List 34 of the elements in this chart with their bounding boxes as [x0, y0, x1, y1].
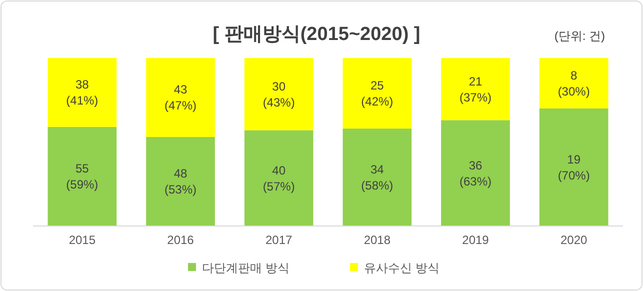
bar [342, 128, 412, 226]
data-label: 38 (41%) [66, 78, 98, 108]
bar [244, 130, 314, 226]
data-label: 40 (57%) [262, 163, 295, 194]
legend-label: 다단계판매 방식 [202, 261, 290, 276]
text: (단위: 건) [554, 29, 605, 43]
data-label: 25 (42%) [361, 78, 394, 108]
bar [48, 126, 117, 226]
chart-title: [ 판매방식(2015~2020) ] [212, 24, 420, 45]
data-label: 19 (70%) [558, 152, 590, 182]
bar [146, 58, 215, 137]
bar [441, 120, 510, 226]
x-tick-label: 2020 [560, 233, 588, 247]
bar [539, 108, 608, 226]
x-tick-label: 2015 [68, 233, 96, 247]
data-label: 48 (53%) [164, 166, 197, 197]
bar [244, 58, 314, 130]
bar [342, 58, 412, 129]
data-label: 55 (59%) [66, 162, 98, 192]
x-tick-label: 2019 [462, 233, 490, 247]
data-label: 21 (37%) [459, 74, 492, 104]
bar [146, 136, 215, 226]
x-tick-label: 2016 [167, 233, 194, 247]
bar [539, 58, 608, 108]
data-label: 43 (47%) [164, 82, 197, 113]
data-label: 8 (30%) [558, 68, 590, 98]
x-tick-label: 2018 [364, 233, 391, 247]
bar [441, 58, 510, 120]
data-label: 36 (63%) [459, 158, 492, 188]
data-label: 30 (43%) [262, 79, 295, 110]
bar [48, 58, 117, 127]
data-label: 34 (58%) [361, 162, 394, 192]
x-tick-label: 2017 [265, 233, 293, 247]
legend-label: 유사수신 방식 [364, 261, 440, 276]
